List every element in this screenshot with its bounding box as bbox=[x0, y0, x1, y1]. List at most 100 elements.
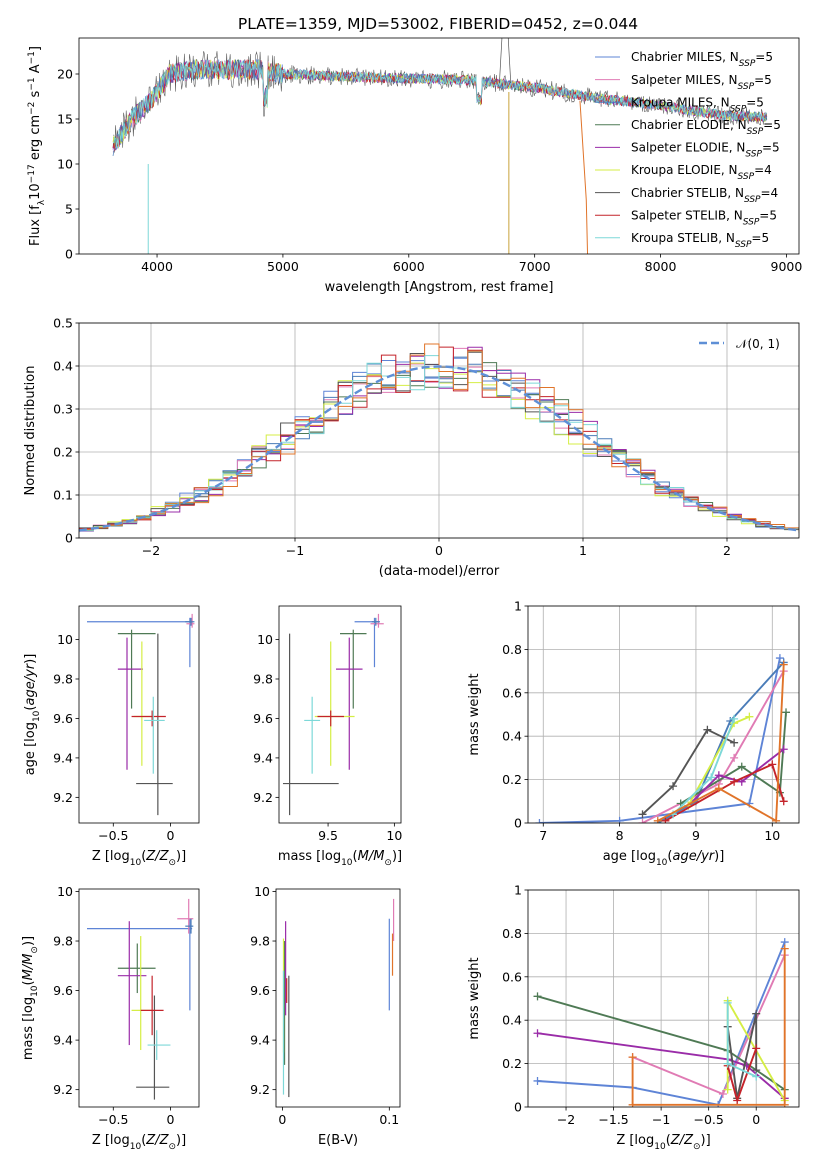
y-tick-label: 10 bbox=[57, 884, 73, 899]
x-tick-label: 0.1 bbox=[379, 1112, 399, 1127]
weight-marker bbox=[745, 712, 754, 721]
x-axis-label: Z [log10(Z/Z⊙)] bbox=[92, 1133, 186, 1152]
weight-marker bbox=[714, 784, 723, 793]
x-tick-label: 0 bbox=[752, 1112, 760, 1127]
weight-marker bbox=[533, 1076, 542, 1085]
x-tick-label: 10 bbox=[764, 828, 780, 843]
x-axis-label: mass [log10(M/M⊙)] bbox=[278, 849, 402, 868]
y-tick-label: 0.8 bbox=[502, 642, 522, 657]
weight-series-kroupa-miles bbox=[653, 658, 788, 823]
weight-line bbox=[726, 1012, 758, 1100]
x-tick-label: 5000 bbox=[267, 259, 299, 274]
ticks: −0.5 0 9.2 9.4 9.6 9.8 10 bbox=[53, 884, 174, 1127]
y-tick-label: 9.4 bbox=[250, 1033, 270, 1048]
errorbar-point-salpeter-elodie bbox=[117, 637, 143, 770]
y-tick-label: 0.4 bbox=[53, 359, 73, 374]
errorbar-point-salpeter-stelib bbox=[131, 710, 166, 727]
y-tick-label: 1 bbox=[514, 599, 522, 614]
weight-marker bbox=[780, 1100, 789, 1107]
weight-marker bbox=[737, 762, 746, 771]
legend: Chabrier MILES, NSSP=5 Salpeter MILES, NS… bbox=[595, 50, 781, 250]
x-tick-label: 1 bbox=[579, 543, 587, 558]
spectrum-panel: 4000 5000 6000 7000 8000 9000 0 5 10 15 20 waveleng… bbox=[27, 37, 803, 295]
x-tick-label: −0.5 bbox=[693, 1112, 723, 1127]
axes-frame bbox=[527, 605, 800, 824]
legend-entry: Chabrier MILES, NSSP=5 bbox=[631, 50, 773, 69]
y-axis-label: mass weight bbox=[467, 673, 482, 755]
y-tick-label: 9.6 bbox=[253, 711, 273, 726]
y-tick-label: 9.2 bbox=[250, 1082, 270, 1097]
weight-line bbox=[631, 948, 786, 1106]
y-tick-label: 10 bbox=[254, 884, 270, 899]
errorbar-point-chabrier-miles bbox=[87, 617, 193, 668]
x-tick-label: −1 bbox=[652, 1112, 670, 1127]
axes-frame bbox=[78, 322, 800, 539]
x-axis-label: wavelength [Angstrom, rest frame] bbox=[325, 280, 554, 295]
weight-marker bbox=[782, 708, 791, 717]
y-tick-label: 0.2 bbox=[53, 445, 73, 460]
x-tick-label: 10 bbox=[386, 828, 402, 843]
plot-area bbox=[87, 898, 194, 1100]
x-axis-label: Z [log10(Z/Z⊙)] bbox=[92, 849, 186, 868]
y-tick-label: 9.6 bbox=[53, 983, 73, 998]
y-tick-label: 0.6 bbox=[502, 969, 522, 984]
x-tick-label: 8000 bbox=[645, 259, 677, 274]
errorbar-point-chabrier-miles bbox=[87, 918, 193, 1011]
weight-marker bbox=[730, 714, 739, 723]
y-tick-label: 9.8 bbox=[253, 671, 273, 686]
weight-line bbox=[641, 728, 735, 815]
y-tick-label: 9.4 bbox=[53, 750, 73, 765]
errorbar-point-kroupa-miles bbox=[185, 617, 195, 626]
weight-marker bbox=[638, 819, 647, 823]
ticks: 9.5 10 9.2 9.4 9.6 9.8 10 bbox=[253, 632, 402, 843]
weight-marker bbox=[723, 998, 732, 1007]
errorbar-point-chabrier-stelib bbox=[136, 633, 173, 816]
y-tick-label: 1 bbox=[514, 883, 522, 898]
weight-marker bbox=[730, 738, 739, 747]
weight-marker bbox=[703, 725, 712, 734]
weight-marker bbox=[653, 816, 662, 823]
y-tick-label: 9.6 bbox=[250, 983, 270, 998]
x-tick-label: −2 bbox=[142, 543, 160, 558]
weight-line bbox=[657, 661, 785, 823]
weight-series-salpeter-stelib bbox=[723, 1044, 761, 1105]
mass-weight-vs-metallicity-panel: −2 −1.5 −1 −0.5 0 0 0.2 0.4 0.6 0.8 1 Z [log10(Z/Z⊙… bbox=[467, 883, 800, 1152]
axes-frame bbox=[78, 37, 800, 255]
spectrum-line-kroupa-stelib bbox=[112, 59, 768, 149]
x-tick-label: 9000 bbox=[771, 259, 803, 274]
plot-area bbox=[112, 38, 768, 254]
figure-title: PLATE=1359, MJD=53002, FIBERID=0452, z=0… bbox=[238, 15, 638, 33]
x-tick-label: 6000 bbox=[393, 259, 425, 274]
errorbar-point-kroupa-stelib bbox=[147, 1030, 171, 1060]
x-tick-label: −0.5 bbox=[98, 1112, 128, 1127]
x-tick-label: 0 bbox=[435, 543, 443, 558]
weight-series-accent_orange bbox=[628, 944, 789, 1107]
y-tick-label: 10 bbox=[57, 632, 73, 647]
legend-entry: 𝒩(0, 1) bbox=[736, 337, 780, 351]
x-tick-label: 8 bbox=[616, 828, 624, 843]
y-tick-label: 9.2 bbox=[53, 1082, 73, 1097]
y-tick-label: 9.2 bbox=[253, 790, 273, 805]
histogram-accent_orange bbox=[79, 343, 799, 533]
y-tick-label: 20 bbox=[57, 67, 73, 82]
y-tick-label: 9.4 bbox=[253, 750, 273, 765]
y-tick-label: 9.6 bbox=[53, 711, 73, 726]
legend-entry: Kroupa STELIB, NSSP=5 bbox=[631, 231, 769, 250]
weight-marker bbox=[535, 819, 544, 823]
x-tick-label: −1.5 bbox=[598, 1112, 628, 1127]
weight-marker bbox=[718, 1089, 727, 1098]
x-tick-label: 0 bbox=[278, 1112, 286, 1127]
errorbar-point-salpeter-elodie bbox=[336, 637, 363, 770]
weight-marker bbox=[775, 654, 784, 663]
axes-frame bbox=[275, 888, 401, 1108]
weight-line bbox=[680, 712, 787, 805]
weight-marker bbox=[779, 745, 788, 754]
y-axis-label: age [log10(age/yr)] bbox=[23, 654, 42, 776]
weight-marker bbox=[533, 1029, 542, 1038]
y-tick-label: 0.2 bbox=[502, 772, 522, 787]
x-tick-label: 4000 bbox=[141, 259, 173, 274]
weight-marker bbox=[779, 797, 788, 806]
errorbar-point-kroupa-elodie bbox=[131, 936, 153, 1051]
ticks: −2 −1 0 1 2 0 0.1 0.2 0.3 0.4 0.5 bbox=[53, 316, 731, 559]
